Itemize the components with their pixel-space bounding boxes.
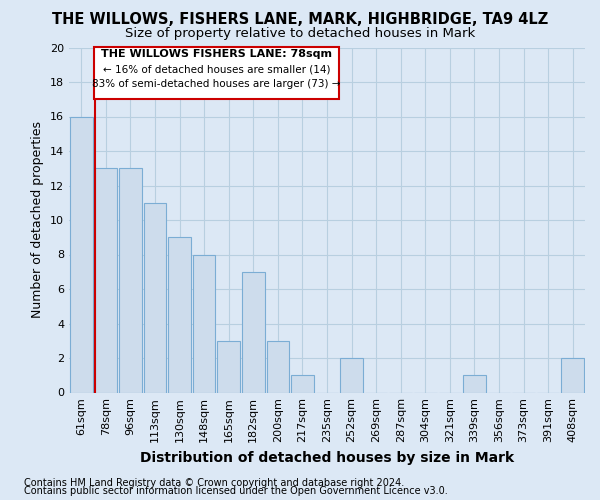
FancyBboxPatch shape (94, 46, 339, 99)
Text: ← 16% of detached houses are smaller (14): ← 16% of detached houses are smaller (14… (103, 64, 330, 74)
Bar (291, 375, 314, 392)
Text: THE WILLOWS FISHERS LANE: 78sqm: THE WILLOWS FISHERS LANE: 78sqm (101, 48, 332, 58)
Bar (266, 341, 289, 392)
X-axis label: Distribution of detached houses by size in Mark: Distribution of detached houses by size … (140, 451, 514, 465)
Bar (193, 254, 215, 392)
Bar (340, 358, 363, 392)
Bar (95, 168, 117, 392)
Text: Size of property relative to detached houses in Mark: Size of property relative to detached ho… (125, 28, 475, 40)
Y-axis label: Number of detached properties: Number of detached properties (31, 122, 44, 318)
Bar (463, 375, 486, 392)
Bar (119, 168, 142, 392)
Bar (143, 203, 166, 392)
Bar (562, 358, 584, 392)
Text: THE WILLOWS, FISHERS LANE, MARK, HIGHBRIDGE, TA9 4LZ: THE WILLOWS, FISHERS LANE, MARK, HIGHBRI… (52, 12, 548, 28)
Text: Contains HM Land Registry data © Crown copyright and database right 2024.: Contains HM Land Registry data © Crown c… (24, 478, 404, 488)
Text: 83% of semi-detached houses are larger (73) →: 83% of semi-detached houses are larger (… (92, 78, 341, 88)
Bar (242, 272, 265, 392)
Text: Contains public sector information licensed under the Open Government Licence v3: Contains public sector information licen… (24, 486, 448, 496)
Bar (70, 116, 92, 392)
Bar (217, 341, 240, 392)
Bar (168, 238, 191, 392)
